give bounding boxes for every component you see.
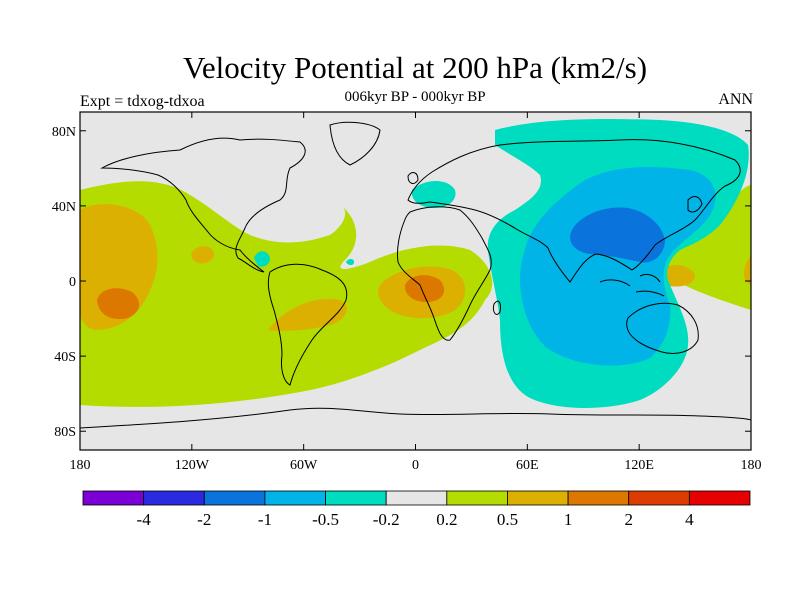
colorbar-label: 4 xyxy=(685,510,694,529)
colorbar-swatch xyxy=(325,490,387,506)
contour-medium-dateline xyxy=(743,255,751,285)
colorbar-label: -0.5 xyxy=(312,510,339,529)
colorbar-label: -0.2 xyxy=(373,510,400,529)
colorbar-swatch xyxy=(82,490,145,506)
colorbar-swatch xyxy=(507,490,569,506)
y-tick-label: 40S xyxy=(54,350,76,365)
colorbar-swatch xyxy=(385,490,448,506)
y-tick-label: 0 xyxy=(69,275,76,290)
y-tick-label: 40N xyxy=(52,200,76,215)
contour-fill xyxy=(80,119,751,409)
colorbar-swatch xyxy=(203,490,266,506)
colorbar-swatch xyxy=(143,490,205,506)
coastline-south-america xyxy=(267,263,348,386)
colorbar-label: 0.2 xyxy=(436,510,457,529)
contour-medium-mexico xyxy=(191,246,214,264)
plot-subtitle: 006kyr BP - 000kyr BP xyxy=(344,89,486,105)
x-tick-label: 180 xyxy=(70,458,91,473)
coastline-indonesia xyxy=(599,273,665,297)
plot-title: Velocity Potential at 200 hPa (km2/s) xyxy=(182,50,648,85)
colorbar-swatch xyxy=(688,490,751,506)
map-ticks: 80N 40N 0 40S 80S 180 120W 60W 0 60E 120E 180 xyxy=(52,112,762,473)
map-panel: 80N 40N 0 40S 80S 180 120W 60W 0 60E 120E 180 xyxy=(52,111,762,473)
coastline-uk xyxy=(407,172,419,184)
colorbar-label: 1 xyxy=(564,510,573,529)
contour-strong-pacific xyxy=(97,288,140,320)
x-tick-label: 120W xyxy=(175,458,210,473)
colorbar-swatch xyxy=(567,490,630,506)
x-tick-label: 60E xyxy=(516,458,539,473)
colorbar-label: -4 xyxy=(137,510,152,529)
x-tick-label: 120E xyxy=(624,458,654,473)
contour-negative-mediterranean xyxy=(411,181,456,208)
coastline-north-america xyxy=(100,137,306,273)
contour-negative-caribbean xyxy=(254,251,270,267)
colorbar: -4 -2 -1 -0.5 -0.2 0.2 0.5 1 2 4 xyxy=(82,490,751,529)
coastline-madagascar xyxy=(493,300,501,315)
contour-strong-africa xyxy=(404,275,445,303)
x-tick-label: 0 xyxy=(412,458,419,473)
x-tick-label: 60W xyxy=(290,458,318,473)
contour-negative-atlantic-spot xyxy=(346,259,354,265)
season-label: ANN xyxy=(718,91,753,108)
coastline-africa xyxy=(397,206,492,341)
colorbar-swatch xyxy=(446,490,508,506)
colorbar-swatch xyxy=(264,490,326,506)
coastline-japan xyxy=(687,196,703,213)
experiment-label: Expt = tdxog-tdxoa xyxy=(80,93,205,110)
coastline-greenland xyxy=(329,121,381,166)
coastline-australia xyxy=(626,302,699,354)
coastline-europe-asia xyxy=(407,139,741,283)
colorbar-label: -2 xyxy=(197,510,211,529)
x-tick-label: 180 xyxy=(741,458,762,473)
contour-negative-asia-blue xyxy=(520,167,716,366)
coastlines xyxy=(80,121,751,429)
colorbar-label: 2 xyxy=(624,510,633,529)
y-tick-label: 80N xyxy=(52,125,76,140)
coastline-antarctica xyxy=(80,407,751,429)
colorbar-label: -1 xyxy=(258,510,272,529)
contour-positive-pacific-east xyxy=(80,181,493,407)
y-tick-label: 80S xyxy=(54,425,76,440)
colorbar-swatch xyxy=(628,490,690,506)
colorbar-label: 0.5 xyxy=(497,510,518,529)
contour-negative-asia-core xyxy=(570,207,665,263)
